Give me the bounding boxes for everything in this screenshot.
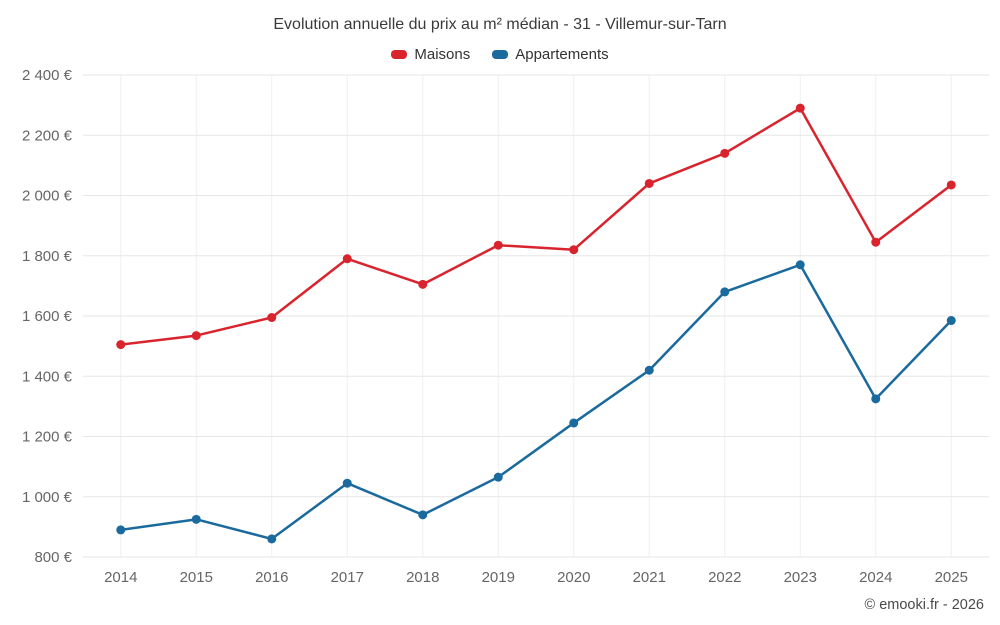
maisons-data-point[interactable]: [418, 279, 428, 289]
x-tick-label: 2022: [708, 569, 741, 586]
x-tick-label: 2015: [180, 569, 213, 586]
maisons-line: [119, 106, 953, 346]
legend: Maisons Appartements: [0, 46, 1000, 63]
y-tick-label: 1 800 €: [22, 248, 73, 265]
x-tick-label: 2021: [633, 569, 666, 586]
y-tick-label: 1 200 €: [22, 429, 73, 446]
maisons-data-point[interactable]: [267, 313, 277, 323]
y-tick-label: 2 400 €: [22, 67, 73, 84]
appartements-data-point[interactable]: [795, 260, 805, 270]
x-tick-label: 2018: [406, 569, 439, 586]
maisons-data-point[interactable]: [569, 245, 579, 255]
maisons-data-point[interactable]: [116, 340, 126, 350]
x-tick-label: 2023: [784, 569, 817, 586]
appartements-legend-marker: [492, 50, 509, 59]
y-tick-label: 2 200 €: [22, 127, 73, 144]
appartements-data-point[interactable]: [644, 365, 654, 375]
x-tick-label: 2025: [935, 569, 968, 586]
maisons-data-point[interactable]: [871, 237, 881, 247]
x-tick-label: 2016: [255, 569, 288, 586]
appartements-data-point[interactable]: [720, 287, 730, 297]
appartements-data-point[interactable]: [342, 478, 352, 488]
maisons-data-point[interactable]: [493, 240, 503, 250]
legend-item-appartements[interactable]: Appartements: [492, 46, 609, 63]
appartements-data-point[interactable]: [871, 394, 881, 404]
maisons-data-point[interactable]: [720, 148, 730, 158]
y-tick-label: 1 600 €: [22, 308, 73, 325]
appartements-legend-label: Appartements: [515, 46, 609, 63]
legend-item-maisons[interactable]: Maisons: [391, 46, 470, 63]
x-tick-label: 2024: [859, 569, 892, 586]
maisons-data-point[interactable]: [191, 331, 201, 341]
appartements-data-point[interactable]: [946, 316, 956, 326]
y-tick-label: 800 €: [34, 549, 72, 566]
appartements-data-point[interactable]: [267, 534, 277, 544]
maisons-data-point[interactable]: [946, 180, 956, 190]
maisons-data-point[interactable]: [795, 103, 805, 113]
chart-title: Evolution annuelle du prix au m² médian …: [273, 16, 727, 33]
appartements-line: [119, 263, 953, 541]
x-tick-label: 2014: [104, 569, 137, 586]
appartements-data-point[interactable]: [116, 525, 126, 535]
y-tick-label: 1 400 €: [22, 368, 73, 385]
maisons-legend-marker: [391, 50, 408, 59]
maisons-data-point[interactable]: [644, 178, 654, 188]
appartements-data-point[interactable]: [418, 510, 428, 520]
x-tick-label: 2017: [331, 569, 364, 586]
maisons-legend-label: Maisons: [414, 46, 471, 63]
y-tick-label: 1 000 €: [22, 489, 73, 506]
appartements-data-point[interactable]: [191, 514, 201, 524]
x-tick-label: 2020: [557, 569, 590, 586]
credits-label: © emooki.fr - 2026: [864, 597, 984, 613]
maisons-data-point[interactable]: [342, 254, 352, 264]
x-tick-label: 2019: [482, 569, 515, 586]
y-tick-label: 2 000 €: [22, 188, 73, 205]
appartements-data-point[interactable]: [493, 472, 503, 482]
appartements-data-point[interactable]: [569, 418, 579, 428]
